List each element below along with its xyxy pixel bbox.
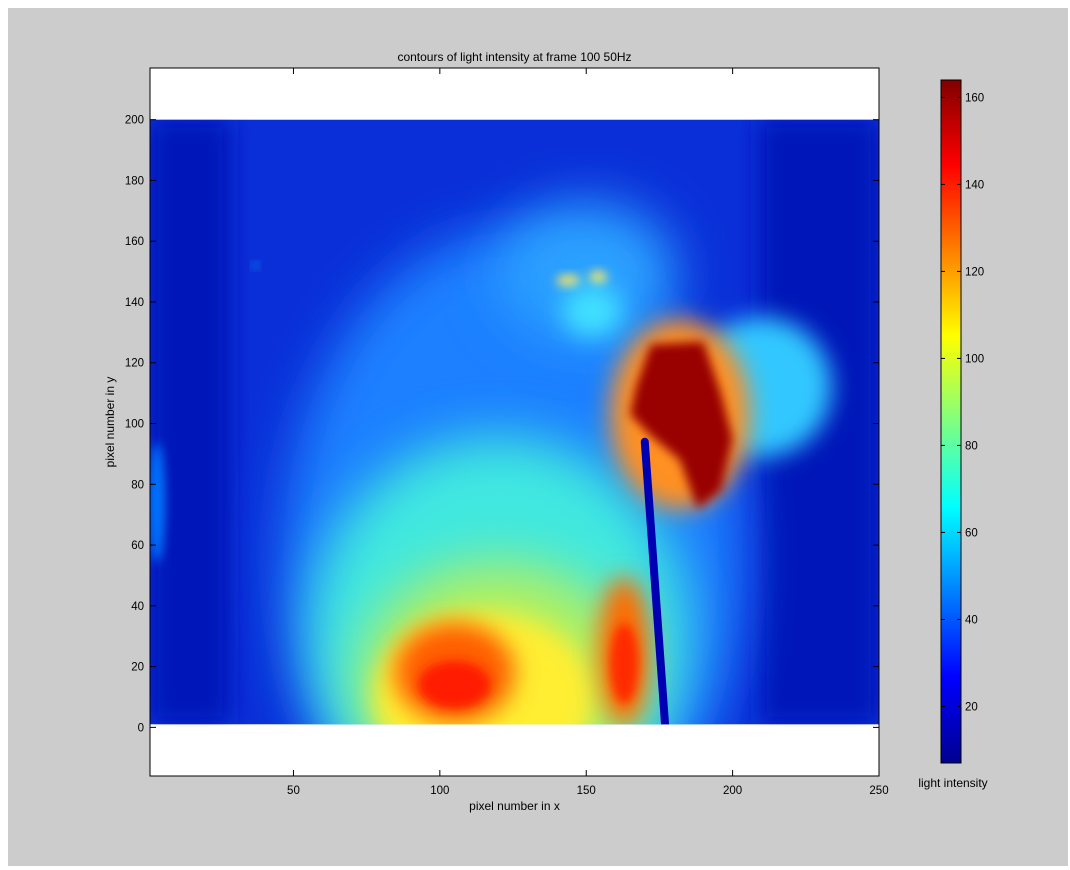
heatmap-edge-glow [150, 442, 165, 563]
colorbar-tick-label: 140 [965, 179, 984, 191]
x-tick-label: 100 [430, 785, 449, 797]
y-tick-label: 40 [131, 601, 144, 613]
colorbar-tick-label: 120 [965, 266, 984, 278]
y-tick-label: 180 [125, 175, 144, 187]
y-tick-label: 120 [125, 358, 144, 370]
y-tick-label: 80 [131, 479, 144, 491]
x-tick-label: 250 [869, 785, 888, 797]
y-tick-label: 20 [131, 662, 144, 674]
colorbar-tick-label: 80 [965, 440, 978, 452]
colorbar-tick-label: 100 [965, 353, 984, 365]
colorbar [940, 79, 962, 764]
x-tick-label: 150 [577, 785, 596, 797]
heatmap-bright-spot-b [588, 270, 607, 285]
heatmap-faint-dot [252, 262, 259, 269]
colorbar-tick-label: 40 [965, 614, 978, 626]
colorbar-label: light intensity [918, 776, 987, 790]
heatmap-warm-core-1 [418, 660, 491, 709]
chart-title: contours of light intensity at frame 100… [397, 50, 631, 64]
heatmap-left-band [150, 119, 230, 725]
heatmap-image [150, 119, 879, 725]
heatmap-glow-upper [496, 201, 677, 342]
colorbar-tick-label: 160 [965, 92, 984, 104]
y-tick-label: 160 [125, 236, 144, 248]
y-tick-label: 140 [125, 297, 144, 309]
y-tick-label: 0 [138, 722, 144, 734]
colorbar-tick-label: 20 [965, 701, 978, 713]
y-axis-label: pixel number in y [103, 377, 117, 468]
heatmap-warm-core-2 [610, 623, 639, 704]
axes-border [149, 67, 880, 777]
y-tick-label: 200 [125, 115, 144, 127]
x-axis-ticks: 50 100 150 200 250 [287, 68, 889, 797]
colorbar-tick-label: 60 [965, 527, 978, 539]
y-tick-label: 60 [131, 540, 144, 552]
x-tick-label: 50 [287, 785, 300, 797]
x-tick-label: 200 [723, 785, 742, 797]
heatmap-bright-halo [562, 285, 623, 338]
y-axis-ticks: 0 20 40 60 80 100 120 140 160 180 200 [125, 115, 879, 734]
x-axis-label: pixel number in x [469, 799, 560, 813]
heatmap-dark-streak [640, 437, 670, 725]
colorbar-ticks: 20 40 60 80 100 120 140 160 [941, 92, 984, 713]
heatmap-hot-spot [630, 341, 733, 509]
y-tick-label: 100 [125, 419, 144, 431]
heatmap-bright-spot-a [556, 274, 581, 287]
